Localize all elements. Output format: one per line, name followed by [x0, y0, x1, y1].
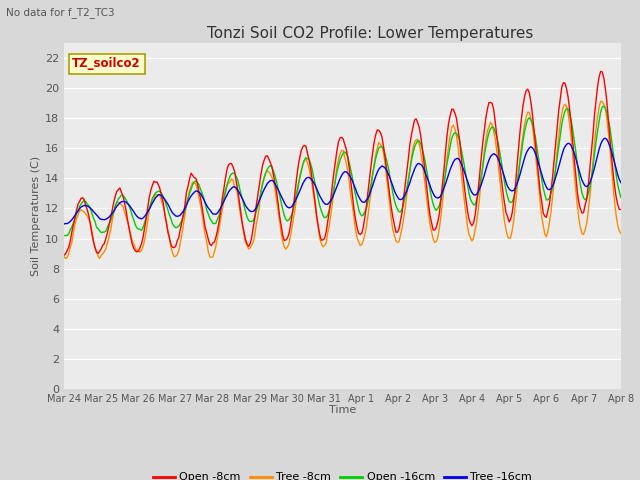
Text: TZ_soilco2: TZ_soilco2	[72, 58, 141, 71]
X-axis label: Time: Time	[329, 405, 356, 415]
Legend: Open -8cm, Tree -8cm, Open -16cm, Tree -16cm: Open -8cm, Tree -8cm, Open -16cm, Tree -…	[148, 468, 536, 480]
Text: No data for f_T2_TC3: No data for f_T2_TC3	[6, 7, 115, 18]
Title: Tonzi Soil CO2 Profile: Lower Temperatures: Tonzi Soil CO2 Profile: Lower Temperatur…	[207, 25, 533, 41]
Y-axis label: Soil Temperatures (C): Soil Temperatures (C)	[31, 156, 41, 276]
